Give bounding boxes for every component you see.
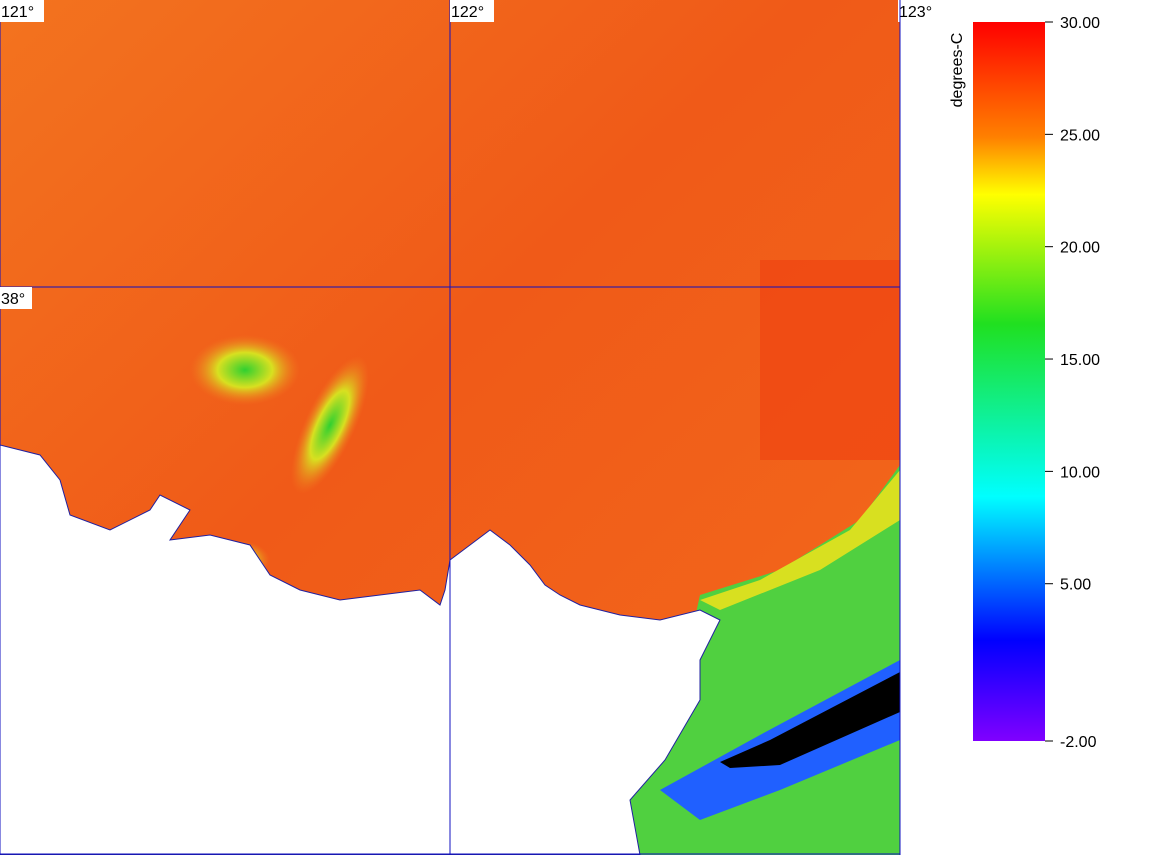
label-box xyxy=(450,0,494,22)
label-box xyxy=(898,0,942,22)
colorbar-tick-label: 30.00 xyxy=(1060,15,1100,32)
longitude-label: 122° xyxy=(451,4,484,21)
colorbar-label: degrees-C xyxy=(949,33,966,108)
colorbar xyxy=(973,22,1045,741)
colorbar-tick-label: 15.00 xyxy=(1060,352,1100,369)
colorbar-tick-label: 10.00 xyxy=(1060,464,1100,481)
latitude-label: 38° xyxy=(1,291,25,308)
no-data xyxy=(720,672,900,768)
longitude-label: 123° xyxy=(899,4,932,21)
warm-zone xyxy=(760,260,900,460)
graticule: 121° 122° 123° 38° xyxy=(0,0,942,855)
colorbar-tick-label: 25.00 xyxy=(1060,127,1100,144)
cool-patch xyxy=(190,335,300,405)
cool-patch xyxy=(291,356,369,494)
label-box xyxy=(0,287,32,309)
cold-front xyxy=(700,470,900,610)
colorbar-tick-label: -2.00 xyxy=(1060,734,1097,751)
longitude-label: 121° xyxy=(1,4,34,21)
colorbar-tick-label: 20.00 xyxy=(1060,240,1100,257)
label-box xyxy=(0,0,44,22)
colorbar-tick-label: 5.00 xyxy=(1060,577,1091,594)
